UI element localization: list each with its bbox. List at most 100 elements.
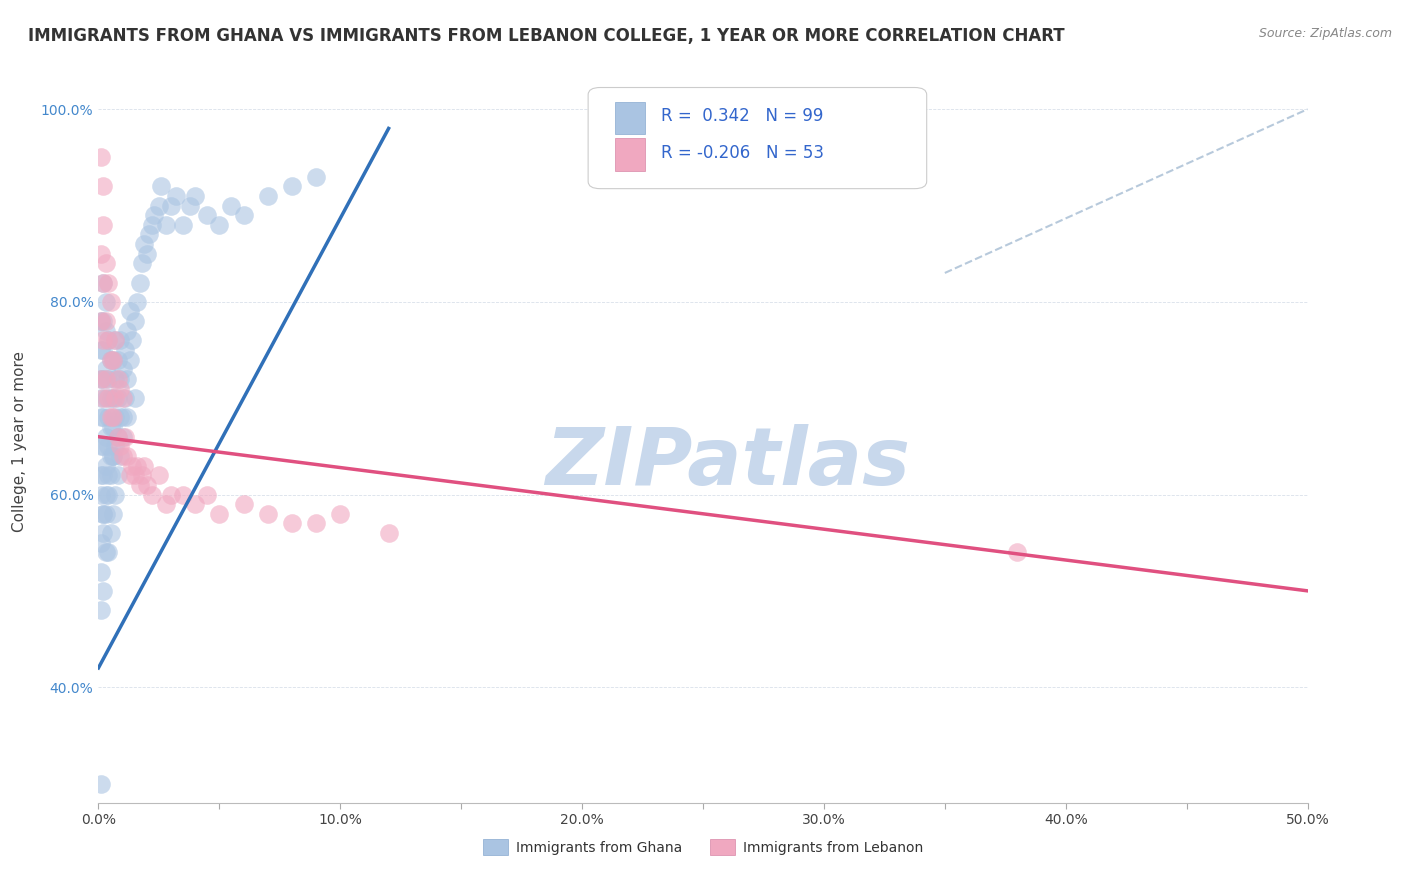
- Point: [100, 391, 122, 405]
- Point: [135, 246, 157, 260]
- Point: [94, 324, 117, 338]
- Point: [281, 516, 304, 531]
- Point: [208, 218, 231, 232]
- Point: [90, 776, 112, 790]
- Point: [94, 314, 117, 328]
- Point: [104, 334, 127, 348]
- Point: [91, 439, 114, 453]
- Point: [90, 487, 112, 501]
- Text: R = -0.206   N = 53: R = -0.206 N = 53: [661, 144, 824, 161]
- Point: [90, 410, 112, 425]
- Point: [305, 169, 328, 184]
- Point: [124, 391, 146, 405]
- Point: [97, 410, 120, 425]
- Point: [107, 352, 129, 367]
- Point: [118, 304, 141, 318]
- Point: [101, 449, 124, 463]
- Point: [104, 334, 127, 348]
- Text: R =  0.342   N = 99: R = 0.342 N = 99: [661, 107, 823, 126]
- Point: [256, 189, 278, 203]
- Point: [97, 487, 120, 501]
- Point: [100, 526, 122, 541]
- Point: [108, 449, 131, 463]
- Point: [134, 458, 156, 473]
- Point: [100, 420, 122, 434]
- Point: [90, 150, 112, 164]
- Point: [101, 352, 124, 367]
- Point: [232, 497, 254, 511]
- Point: [121, 458, 143, 473]
- Point: [108, 334, 131, 348]
- Text: Source: ZipAtlas.com: Source: ZipAtlas.com: [1258, 27, 1392, 40]
- Point: [148, 198, 170, 212]
- Point: [111, 362, 134, 376]
- Point: [114, 391, 136, 405]
- Point: [111, 449, 134, 463]
- Point: [94, 430, 117, 444]
- Point: [101, 410, 124, 425]
- Point: [108, 382, 131, 396]
- Point: [91, 372, 114, 386]
- Point: [90, 468, 112, 483]
- Point: [134, 237, 156, 252]
- Point: [104, 372, 127, 386]
- Point: [90, 535, 112, 549]
- Point: [184, 189, 207, 203]
- Point: [256, 507, 278, 521]
- Point: [127, 458, 149, 473]
- Point: [184, 497, 207, 511]
- Point: [232, 208, 254, 222]
- Point: [111, 391, 134, 405]
- Point: [172, 487, 194, 501]
- Point: [90, 314, 112, 328]
- Point: [128, 276, 150, 290]
- Point: [121, 334, 143, 348]
- Point: [97, 276, 120, 290]
- Point: [111, 410, 134, 425]
- Point: [155, 218, 177, 232]
- Point: [91, 276, 114, 290]
- Point: [104, 391, 127, 405]
- Point: [148, 468, 170, 483]
- Point: [91, 410, 114, 425]
- Point: [281, 179, 304, 194]
- Point: [117, 324, 139, 338]
- Point: [143, 208, 166, 222]
- Point: [127, 294, 149, 309]
- Point: [90, 565, 112, 579]
- Point: [195, 208, 218, 222]
- Point: [107, 430, 129, 444]
- Point: [131, 256, 153, 270]
- Point: [91, 179, 114, 194]
- Point: [94, 507, 117, 521]
- Point: [117, 410, 139, 425]
- Point: [117, 372, 139, 386]
- Point: [118, 468, 141, 483]
- Text: IMMIGRANTS FROM GHANA VS IMMIGRANTS FROM LEBANON COLLEGE, 1 YEAR OR MORE CORRELA: IMMIGRANTS FROM GHANA VS IMMIGRANTS FROM…: [28, 27, 1064, 45]
- Point: [90, 372, 112, 386]
- Point: [100, 352, 122, 367]
- Point: [91, 334, 114, 348]
- Point: [100, 352, 122, 367]
- Point: [97, 468, 120, 483]
- Point: [94, 256, 117, 270]
- Point: [94, 487, 117, 501]
- Point: [97, 372, 120, 386]
- Point: [179, 198, 201, 212]
- Point: [208, 507, 231, 521]
- Point: [104, 439, 127, 453]
- Point: [118, 352, 141, 367]
- Point: [221, 198, 243, 212]
- Point: [94, 391, 117, 405]
- Point: [91, 343, 114, 357]
- Point: [114, 343, 136, 357]
- Point: [104, 410, 127, 425]
- Point: [91, 526, 114, 541]
- Point: [124, 468, 146, 483]
- Legend: Immigrants from Ghana, Immigrants from Lebanon: Immigrants from Ghana, Immigrants from L…: [477, 834, 929, 861]
- Point: [94, 458, 117, 473]
- Point: [97, 439, 120, 453]
- Point: [124, 314, 146, 328]
- Point: [94, 362, 117, 376]
- Point: [108, 372, 131, 386]
